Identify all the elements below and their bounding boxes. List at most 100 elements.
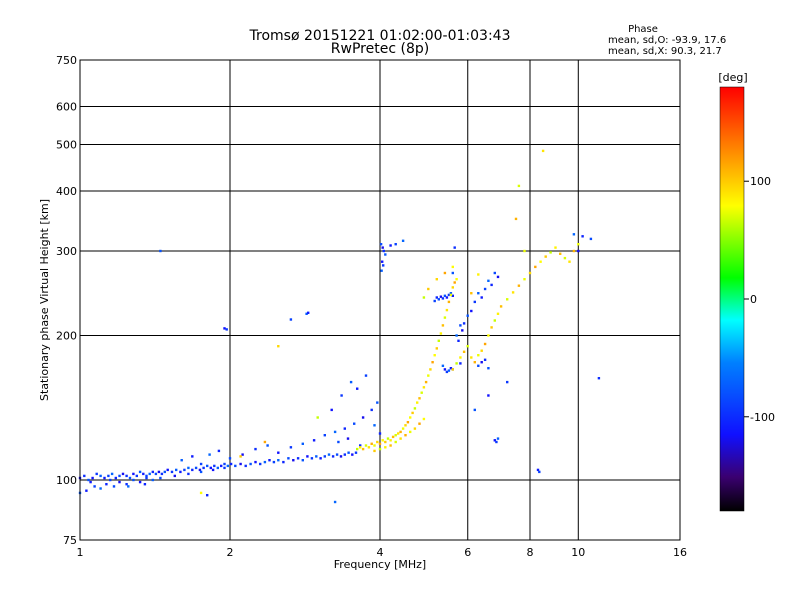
data-point: [151, 470, 154, 474]
data-point: [87, 478, 90, 482]
data-point: [429, 368, 432, 371]
data-point: [180, 459, 183, 462]
data-point: [413, 427, 417, 430]
data-point: [166, 468, 169, 472]
data-point: [487, 367, 490, 370]
data-point: [132, 478, 135, 482]
data-point: [287, 457, 290, 460]
data-point: [105, 483, 108, 486]
data-point: [323, 455, 326, 458]
data-point: [343, 453, 346, 456]
data-point: [151, 478, 154, 482]
data-point: [431, 361, 434, 364]
data-point: [208, 453, 211, 456]
data-point: [496, 275, 500, 279]
data-point: [477, 292, 480, 295]
data-point: [159, 249, 162, 253]
data-point: [401, 239, 405, 242]
data-point: [229, 462, 233, 466]
data-point: [175, 468, 178, 472]
data-point: [216, 466, 219, 470]
data-point: [466, 314, 469, 317]
data-point: [226, 464, 229, 468]
data-point: [534, 265, 537, 269]
data-point: [401, 427, 405, 430]
data-point: [364, 444, 368, 447]
data-point: [191, 468, 194, 472]
data-point: [95, 472, 98, 476]
data-point: [187, 466, 190, 470]
data-point: [173, 474, 176, 478]
data-point: [128, 476, 132, 480]
colorbar-tick-label: 100: [750, 175, 771, 188]
data-point: [554, 246, 557, 249]
data-point: [449, 292, 453, 295]
data-point: [539, 260, 542, 263]
data-point: [202, 466, 205, 470]
data-point: [361, 416, 365, 419]
data-point: [356, 387, 359, 390]
data-point: [249, 462, 252, 466]
data-point: [449, 293, 453, 297]
colorbar-ticks: 100 0 -100: [744, 175, 775, 424]
data-point: [399, 437, 402, 440]
data-point: [179, 470, 182, 474]
data-point: [506, 380, 509, 384]
data-point: [223, 466, 226, 470]
data-point: [364, 374, 368, 377]
data-point: [487, 394, 490, 397]
data-point: [132, 472, 135, 476]
data-point: [316, 416, 319, 419]
data-point: [191, 455, 194, 458]
data-point: [480, 296, 483, 299]
data-point: [487, 334, 490, 337]
data-point: [384, 446, 387, 449]
data-point: [319, 457, 322, 460]
x-tick-label: 10: [571, 546, 585, 559]
data-point: [451, 271, 454, 275]
data-point: [589, 237, 593, 241]
x-tick-label: 2: [227, 546, 234, 559]
data-point: [268, 459, 271, 462]
data-point: [145, 474, 148, 478]
data-point: [333, 430, 337, 434]
data-point: [453, 246, 456, 249]
data-point: [470, 292, 473, 295]
data-point: [483, 287, 487, 291]
data-point: [356, 447, 359, 451]
data-point: [142, 472, 145, 476]
data-point: [549, 251, 552, 254]
y-tick-label: 400: [56, 185, 77, 198]
data-point: [148, 472, 151, 476]
data-point: [406, 421, 410, 424]
data-point: [435, 347, 438, 350]
data-point: [427, 287, 430, 291]
data-point: [439, 332, 443, 335]
data-point: [439, 295, 443, 298]
data-point: [330, 408, 333, 412]
data-point: [254, 460, 257, 464]
y-axis-ticks: 75 100 200 300 400 500 600 750: [56, 54, 77, 547]
data-point: [523, 278, 526, 281]
data-point: [89, 480, 92, 484]
data-point: [259, 462, 262, 466]
grid-lines: [80, 60, 680, 540]
phase-stats-x: mean, sd,X: 90.3, 21.7: [608, 46, 722, 57]
data-point: [384, 253, 387, 256]
data-point: [418, 397, 421, 400]
data-point: [384, 440, 387, 444]
data-point: [597, 377, 601, 380]
data-point: [443, 271, 447, 275]
data-point: [413, 407, 417, 410]
data-point: [376, 401, 379, 404]
data-point: [277, 451, 280, 454]
data-point: [447, 300, 451, 304]
data-point: [422, 296, 426, 299]
data-point: [107, 474, 110, 478]
data-point: [135, 474, 138, 478]
data-point: [394, 434, 397, 437]
data-point: [163, 470, 166, 474]
data-point: [83, 474, 86, 478]
data-point: [370, 442, 373, 445]
